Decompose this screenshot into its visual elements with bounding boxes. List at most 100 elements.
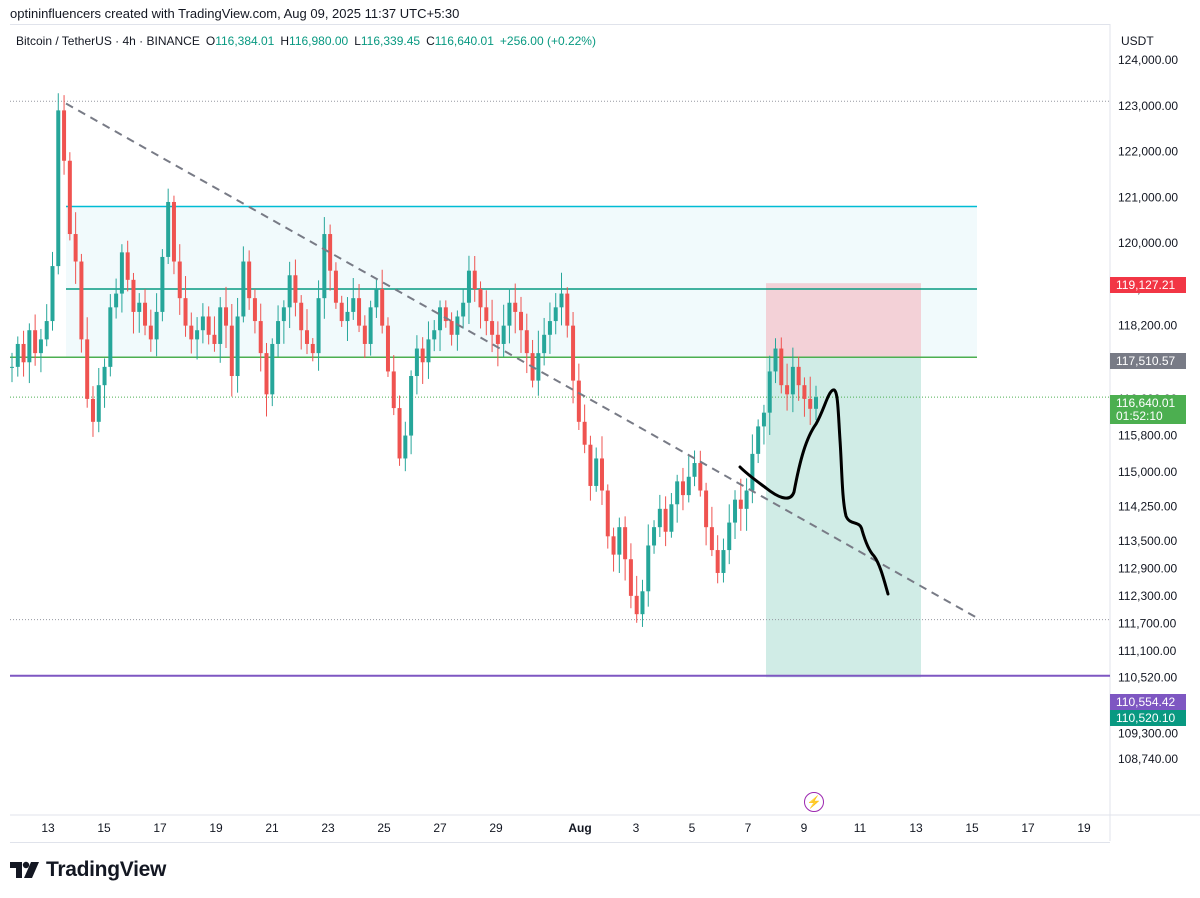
high-label: H (280, 34, 290, 48)
low-value: 116,339.45 (360, 34, 421, 48)
candle-body (148, 325, 153, 340)
candle-body (304, 330, 309, 344)
candle-body (727, 522, 732, 551)
candle-body (206, 316, 211, 335)
candle-body (270, 343, 275, 395)
projection-drawing[interactable] (738, 388, 890, 596)
candle-body (478, 289, 483, 308)
candle-body (73, 234, 78, 262)
candle-body (21, 343, 26, 363)
candle-body (154, 311, 159, 340)
candle-body (646, 545, 651, 592)
tradingview-logo-icon (10, 861, 39, 878)
open-label: O (205, 34, 216, 48)
candle-body (27, 330, 32, 363)
y-tick-label: 114,250.00 (1118, 500, 1177, 514)
x-tick-label: 29 (489, 821, 503, 835)
tradingview-logo[interactable]: TradingView (10, 858, 166, 882)
y-tick-label: 124,000.00 (1118, 53, 1178, 67)
candle-body (85, 339, 90, 399)
low-label: L (354, 34, 361, 48)
candle-body (391, 371, 396, 409)
x-tick-label: 7 (745, 821, 752, 835)
candle-body (715, 550, 720, 573)
candle-body (131, 279, 136, 312)
candle-body (536, 353, 541, 381)
candle-body (374, 289, 379, 308)
candle-body (345, 311, 350, 322)
candle-body (125, 252, 130, 280)
current-price-tag: 116,640.01 (1110, 395, 1186, 411)
candle-body (814, 397, 818, 409)
candle-body (519, 311, 524, 331)
x-tick-label: 9 (801, 821, 808, 835)
x-tick-label: 21 (265, 821, 279, 835)
candle-body (368, 307, 373, 344)
candle-body (299, 302, 304, 331)
candle-body (495, 334, 500, 344)
y-tick-label: 115,800.00 (1118, 429, 1177, 443)
candle-body (472, 270, 477, 289)
candle-body (617, 527, 622, 555)
y-tick-label: 120,000.00 (1118, 236, 1178, 250)
x-tick-label: 13 (41, 821, 55, 835)
candle-body (50, 266, 55, 322)
candle-body (652, 527, 657, 546)
candle-body (212, 334, 217, 344)
candle-body (357, 298, 362, 326)
candle-body (733, 499, 738, 523)
x-tick-label: 23 (321, 821, 335, 835)
x-tick-label: 19 (1077, 821, 1091, 835)
candle-body (362, 325, 367, 344)
candle-body (426, 339, 431, 363)
x-tick-label: 13 (909, 821, 923, 835)
candle-body (744, 490, 749, 509)
descending-trendline[interactable] (65, 102, 978, 619)
candle-body (62, 110, 67, 161)
candle-body (432, 330, 437, 340)
candle-body (90, 398, 95, 422)
candle-body (547, 321, 552, 335)
candle-body (438, 307, 443, 331)
candle-body (576, 380, 581, 422)
high-value: 116,980.00 (289, 34, 349, 48)
candle-body (200, 316, 205, 331)
candle-body (553, 307, 558, 322)
candle-body (108, 307, 113, 367)
candle-body (582, 421, 587, 445)
stop-loss-zone[interactable] (766, 283, 921, 358)
x-tick-label: 19 (209, 821, 223, 835)
y-tick-label: 121,000.00 (1118, 190, 1178, 204)
y-tick-label: 109,300.00 (1118, 726, 1178, 740)
candle-body (166, 201, 171, 257)
candle-body (44, 321, 49, 340)
candle-body (750, 453, 755, 491)
candle-body (310, 343, 315, 354)
candle-body (767, 371, 772, 413)
take-profit-zone[interactable] (766, 357, 921, 678)
candle-body (484, 307, 489, 322)
candle-body (657, 508, 662, 528)
candle-body (183, 298, 188, 326)
candle-body (276, 321, 281, 344)
candle-body (114, 293, 119, 308)
candle-body (96, 385, 101, 422)
candle-body (328, 234, 333, 271)
x-tick-label: Aug (568, 821, 591, 835)
candle-body (177, 261, 182, 299)
candle-body (414, 348, 419, 377)
candle-body (628, 559, 633, 596)
candle-body (704, 490, 709, 528)
symbol-title: Bitcoin / TetherUS · 4h · BINANCE (16, 34, 200, 48)
candle-body (322, 234, 327, 299)
candle-body (721, 550, 726, 573)
candle-body (466, 270, 471, 303)
candle-body (686, 476, 691, 496)
candle-body (790, 366, 795, 395)
lightning-icon[interactable]: ⚡ (804, 792, 824, 812)
candle-body (33, 330, 38, 354)
candle-body (623, 527, 628, 560)
candle-body (403, 435, 408, 459)
candle-body (785, 385, 790, 395)
